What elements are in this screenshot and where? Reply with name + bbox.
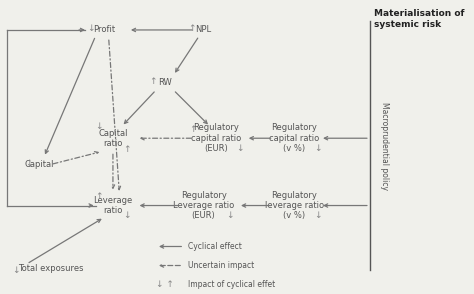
Text: Materialisation of
systemic risk: Materialisation of systemic risk [374,9,465,29]
Text: ↑: ↑ [188,24,195,33]
Text: ↓: ↓ [123,211,130,220]
Text: ↑: ↑ [95,192,103,201]
Text: ↓: ↓ [12,265,19,275]
Text: Impact of cyclical effet: Impact of cyclical effet [189,280,276,289]
Text: Total exposures: Total exposures [18,264,83,273]
Text: ↓: ↓ [237,144,244,153]
Text: Capital
ratio: Capital ratio [98,128,128,148]
Text: ↓: ↓ [25,158,33,168]
Text: RW: RW [158,78,172,87]
Text: Macroprudential policy: Macroprudential policy [381,101,390,190]
Text: Regulatory
capital ratio
(EUR): Regulatory capital ratio (EUR) [191,123,242,153]
Text: Uncertain impact: Uncertain impact [189,261,255,270]
Text: Regulatory
leverage ratio
(v %): Regulatory leverage ratio (v %) [264,191,324,220]
Text: Leverage
ratio: Leverage ratio [93,196,133,215]
Text: ↑: ↑ [189,125,197,134]
Text: ↓: ↓ [95,122,103,131]
Text: ↓ ↑: ↓ ↑ [156,280,174,289]
Text: ↑: ↑ [123,146,130,154]
Text: Profit: Profit [93,26,115,34]
Text: ↓: ↓ [227,211,234,220]
Text: ↓: ↓ [87,24,94,33]
Text: ↑: ↑ [149,77,156,86]
Text: Capital: Capital [25,160,55,169]
Text: Regulatory
capital ratio
(v %): Regulatory capital ratio (v %) [269,123,319,153]
Text: ↓: ↓ [314,211,322,220]
Text: ↓: ↓ [314,144,322,153]
Text: Cyclical effect: Cyclical effect [189,242,242,251]
Text: Regulatory
Leverage ratio
(EUR): Regulatory Leverage ratio (EUR) [173,191,234,220]
Text: NPL: NPL [196,26,212,34]
